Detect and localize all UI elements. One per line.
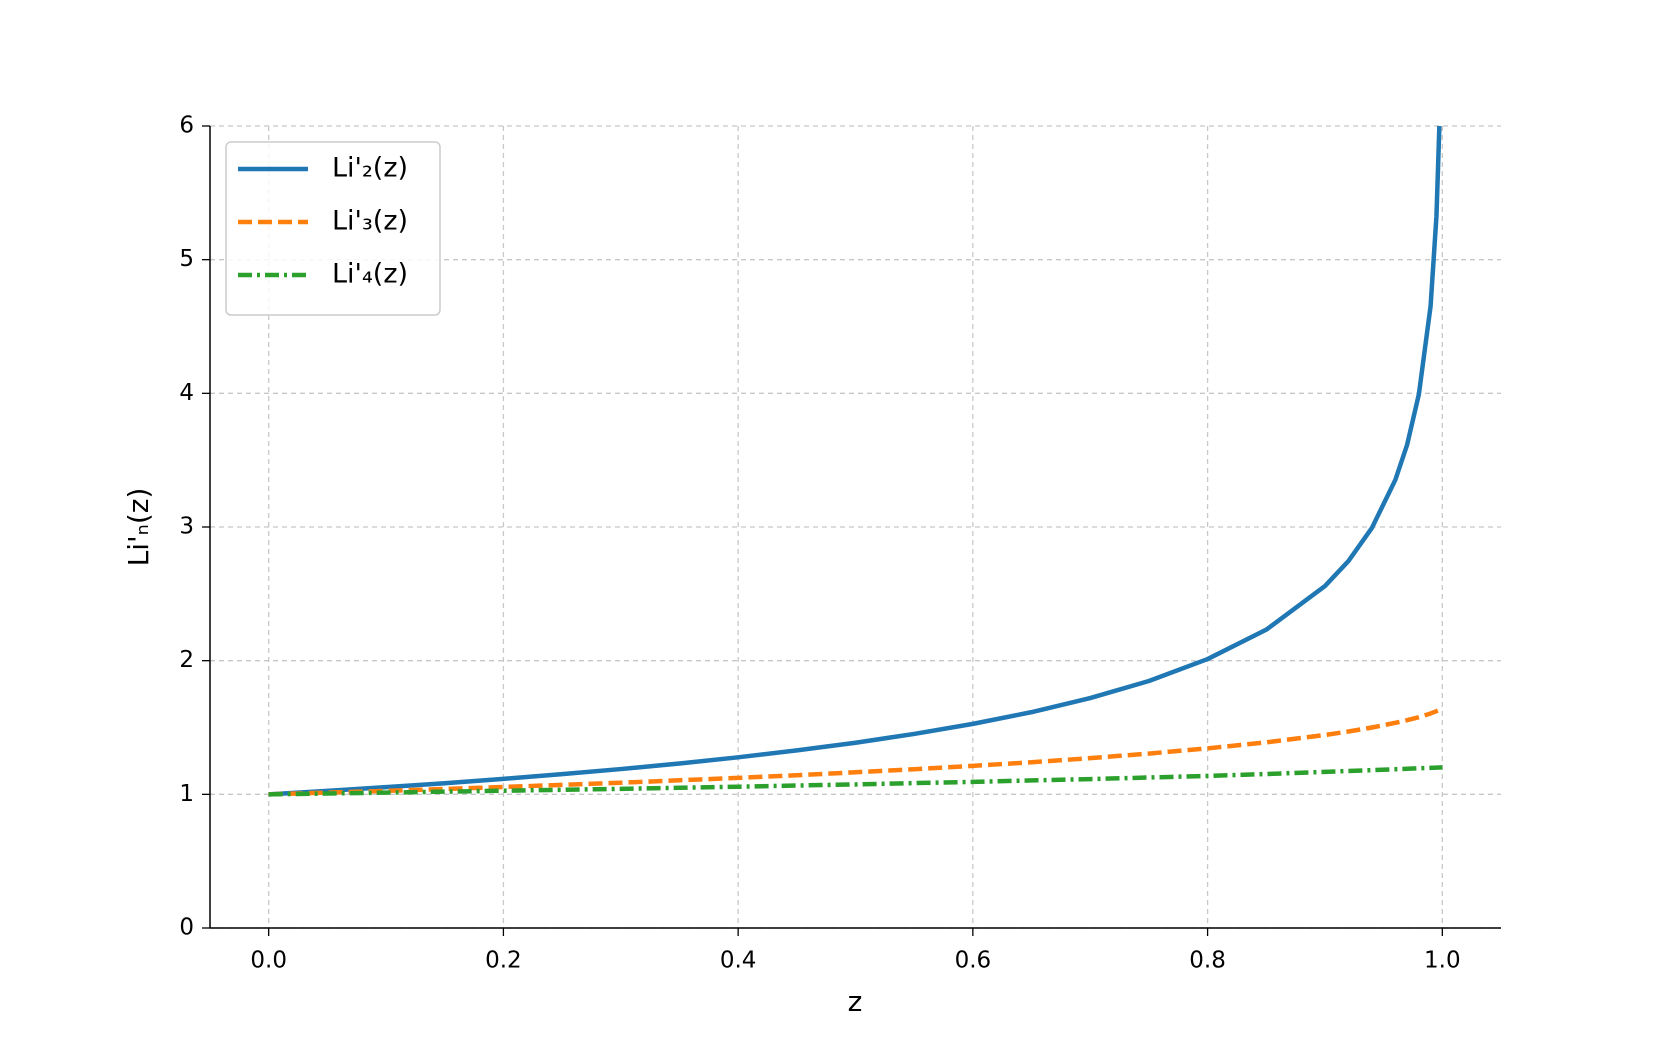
y-tick-label: 0 [179, 915, 194, 941]
y-tick-label: 5 [179, 246, 194, 272]
y-tick-label: 1 [179, 781, 194, 807]
x-tick-label: 0.2 [485, 948, 522, 974]
x-axis-label: z [848, 985, 863, 1018]
line-series [268, 125, 1442, 797]
y-tick-label: 3 [179, 514, 194, 540]
y-tick-label: 6 [179, 113, 194, 139]
x-tick-label: 1.0 [1424, 948, 1461, 974]
y-axis-label: Li'ₙ(z) [122, 488, 155, 567]
y-tick-label: 2 [179, 647, 194, 673]
x-tick-label: 0.0 [250, 948, 287, 974]
x-tick-label: 0.4 [720, 948, 757, 974]
x-tick-label: 0.6 [955, 948, 992, 974]
legend-label: Li'₂(z) [332, 153, 408, 184]
line-series [268, 706, 1444, 797]
y-tick-label: 4 [179, 380, 194, 406]
legend-label: Li'₃(z) [332, 206, 408, 237]
line-series [268, 765, 1443, 797]
legend-label: Li'₄(z) [332, 259, 408, 290]
x-tick-label: 0.8 [1189, 948, 1226, 974]
legend-box [225, 141, 441, 316]
plot-area [268, 125, 1444, 797]
